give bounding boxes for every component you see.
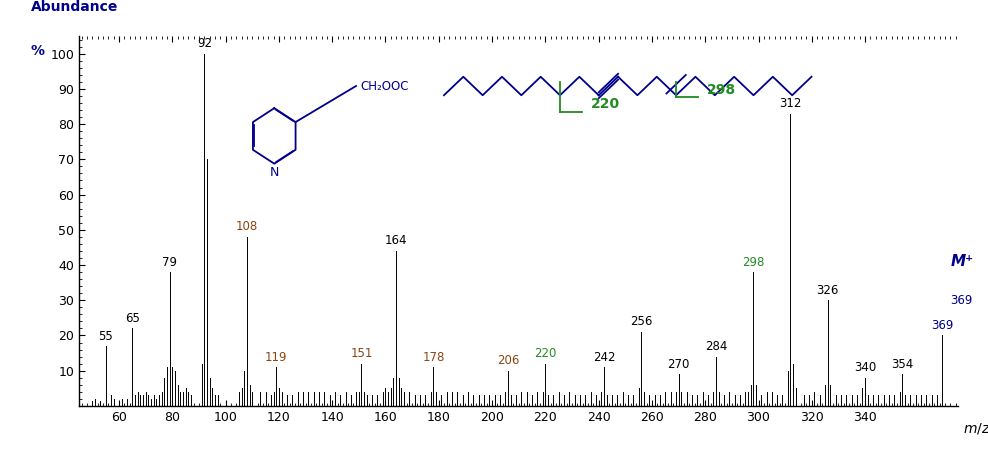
Text: 164: 164 [385, 235, 407, 248]
Text: 326: 326 [817, 284, 839, 297]
Text: 340: 340 [854, 361, 876, 374]
Text: M⁺: M⁺ [950, 254, 973, 269]
Text: 312: 312 [780, 97, 801, 110]
Text: 55: 55 [99, 330, 113, 342]
Text: 79: 79 [162, 256, 177, 268]
Text: Abundance: Abundance [31, 0, 118, 14]
Text: 298: 298 [706, 83, 736, 97]
Text: 242: 242 [593, 350, 616, 364]
Text: %: % [31, 44, 44, 58]
Text: 92: 92 [197, 37, 211, 50]
Text: 220: 220 [591, 97, 619, 111]
Text: CH₂OOC: CH₂OOC [361, 79, 409, 92]
Text: $m/z$: $m/z$ [962, 421, 988, 436]
Text: 151: 151 [351, 347, 372, 360]
Text: 284: 284 [704, 340, 727, 353]
Text: 206: 206 [497, 354, 520, 367]
Text: 220: 220 [535, 347, 556, 360]
Text: 270: 270 [667, 358, 690, 371]
Text: 65: 65 [124, 312, 139, 325]
Text: 119: 119 [265, 350, 288, 364]
Text: 256: 256 [630, 315, 652, 328]
Text: 108: 108 [236, 221, 258, 233]
Text: 369: 369 [950, 294, 973, 307]
Text: 298: 298 [742, 256, 765, 268]
Text: 369: 369 [931, 319, 953, 332]
Text: 354: 354 [891, 358, 914, 371]
Text: N: N [270, 166, 279, 179]
Text: 178: 178 [422, 350, 445, 364]
